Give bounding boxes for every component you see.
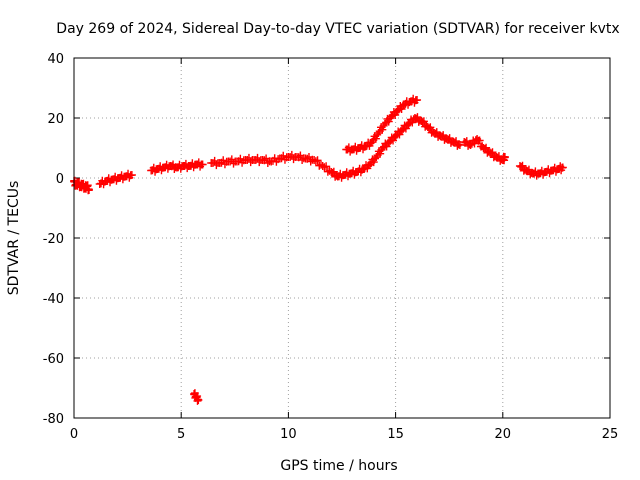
data-point	[263, 159, 272, 167]
data-point	[425, 124, 434, 133]
data-point	[391, 132, 400, 140]
y-tick-label: -40	[43, 292, 64, 307]
data-point	[466, 141, 475, 149]
y-tick-label: -20	[43, 232, 64, 247]
data-point	[236, 154, 245, 163]
data-point	[404, 120, 413, 128]
data-point	[393, 106, 402, 115]
y-tick-label: -80	[43, 412, 64, 427]
data-point	[413, 96, 422, 104]
x-tick-label: 20	[495, 427, 512, 442]
data-point	[85, 186, 94, 194]
data-point	[475, 136, 484, 145]
data-point	[320, 163, 329, 172]
data-point	[127, 171, 136, 179]
y-tick-label: 20	[47, 112, 64, 127]
data-point	[385, 138, 394, 146]
data-point	[311, 157, 320, 166]
data-point	[378, 125, 387, 134]
data-point	[378, 144, 387, 152]
y-axis-label: SDTVAR / TECUs	[6, 181, 22, 296]
x-tick-label: 15	[387, 427, 404, 442]
y-tick-label: -60	[43, 352, 64, 367]
data-point	[219, 156, 228, 165]
x-axis-label: GPS time / hours	[280, 458, 397, 474]
data-point	[418, 118, 427, 127]
data-point	[384, 117, 393, 126]
data-point	[298, 156, 307, 164]
data-points	[70, 94, 567, 405]
data-point	[455, 141, 464, 149]
data-point	[398, 126, 407, 134]
data-point	[419, 117, 428, 126]
plot-frame	[73, 57, 611, 419]
data-point	[279, 151, 288, 160]
data-point	[369, 158, 378, 167]
data-point	[387, 112, 396, 121]
x-tick-label: 10	[280, 427, 297, 442]
data-point	[426, 123, 435, 132]
data-point	[322, 162, 331, 171]
data-point	[558, 163, 567, 172]
y-tick-label: 40	[47, 52, 64, 67]
data-point	[198, 160, 207, 169]
chart-title: Day 269 of 2024, Sidereal Day-to-day VTE…	[56, 21, 619, 37]
y-tick-label: 0	[56, 172, 64, 187]
data-point	[194, 396, 203, 404]
x-tick-label: 0	[70, 427, 78, 442]
data-point	[376, 149, 385, 158]
x-tick-label: 5	[177, 427, 185, 442]
data-point	[313, 156, 322, 165]
x-tick-label: 25	[602, 427, 619, 442]
data-point	[500, 153, 509, 161]
data-point	[371, 134, 380, 143]
